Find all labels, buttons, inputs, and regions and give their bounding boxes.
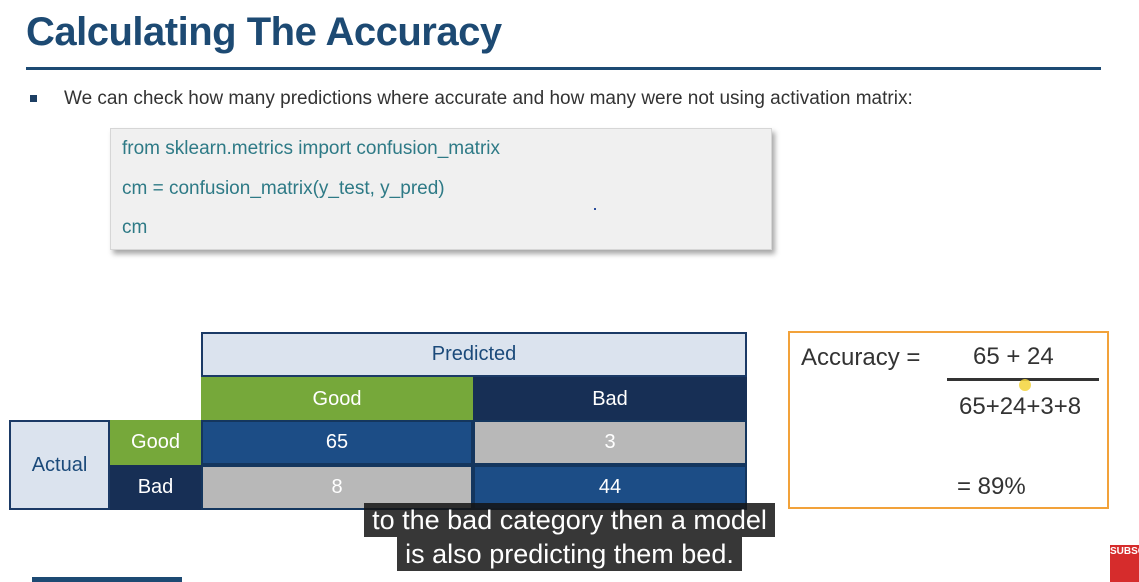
caption-line-2: is also predicting them bed. bbox=[0, 537, 1139, 571]
code-line-import: from sklearn.metrics import confusion_ma… bbox=[122, 138, 500, 159]
accuracy-box: Accuracy = 65 + 24 65+24+3+8 = 89% bbox=[788, 331, 1109, 509]
accuracy-denominator: 65+24+3+8 bbox=[959, 393, 1082, 420]
cell-good-good: 65 bbox=[201, 420, 473, 465]
actual-bad-header: Bad bbox=[110, 465, 201, 510]
bullet-icon bbox=[30, 95, 37, 102]
accuracy-label: Accuracy = bbox=[801, 344, 921, 371]
subscribe-button[interactable]: SUBSCRIBE bbox=[1110, 545, 1139, 582]
slide-title: Calculating The Accuracy bbox=[26, 10, 502, 54]
predicted-good-header: Good bbox=[201, 377, 473, 421]
caption-text-1: to the bad category then a model bbox=[364, 503, 775, 537]
cell-bad-good: 8 bbox=[201, 465, 473, 510]
bullet-text: We can check how many predictions where … bbox=[64, 88, 913, 109]
code-line-cm: cm bbox=[122, 217, 148, 238]
stray-dot bbox=[594, 208, 596, 210]
predicted-bad-header: Bad bbox=[473, 377, 747, 421]
cell-good-bad: 3 bbox=[473, 420, 747, 465]
caption-text-2: is also predicting them bed. bbox=[397, 537, 742, 571]
code-block: from sklearn.metrics import confusion_ma… bbox=[110, 128, 772, 250]
footer-bar bbox=[32, 577, 182, 582]
caption-line-1: to the bad category then a model bbox=[0, 503, 1139, 537]
accuracy-numerator: 65 + 24 bbox=[973, 343, 1054, 370]
cursor-highlight-icon bbox=[1019, 379, 1031, 391]
actual-good-header: Good bbox=[110, 420, 201, 465]
actual-header: Actual bbox=[9, 420, 110, 510]
accuracy-result: = 89% bbox=[957, 473, 1026, 500]
code-line-confusion: cm = confusion_matrix(y_test, y_pred) bbox=[122, 178, 445, 199]
title-divider bbox=[26, 67, 1101, 70]
predicted-header: Predicted bbox=[201, 332, 747, 377]
